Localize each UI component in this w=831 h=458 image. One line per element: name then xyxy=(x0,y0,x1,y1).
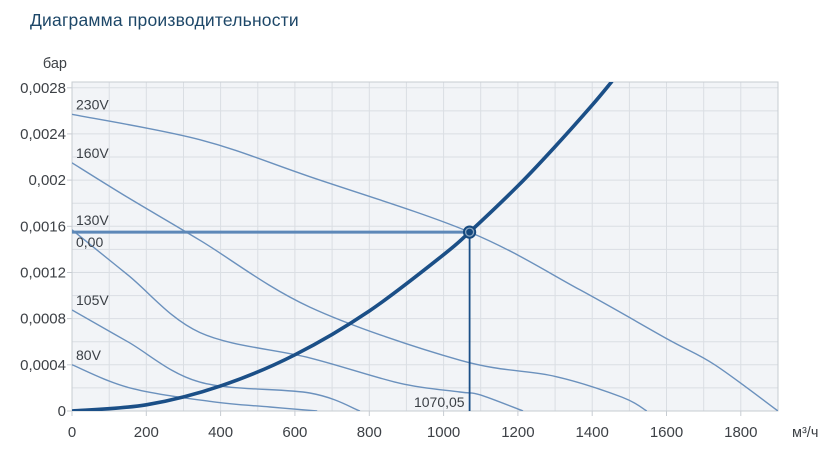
svg-text:0,0024: 0,0024 xyxy=(20,126,66,143)
x-axis-unit-label: м³/ч xyxy=(792,425,818,441)
svg-text:0,0012: 0,0012 xyxy=(20,265,66,282)
plot-area xyxy=(72,82,778,411)
svg-text:200: 200 xyxy=(134,424,159,441)
svg-text:400: 400 xyxy=(208,424,233,441)
curve-labels: 230V 160V 130V 105V 80V xyxy=(76,96,109,363)
svg-text:1400: 1400 xyxy=(576,424,609,441)
svg-text:1600: 1600 xyxy=(650,424,683,441)
svg-text:0,0028: 0,0028 xyxy=(20,80,66,97)
svg-text:800: 800 xyxy=(357,424,382,441)
fan-curve-105V xyxy=(72,309,361,411)
curve-label-160V: 160V xyxy=(76,145,109,161)
svg-text:0: 0 xyxy=(68,424,76,441)
svg-text:1000: 1000 xyxy=(427,424,460,441)
svg-text:0,0004: 0,0004 xyxy=(20,357,66,374)
page-title: Диаграмма производительности xyxy=(30,10,299,30)
fan-curve-80V xyxy=(72,364,318,411)
operating-pressure-value-label: 0,00 xyxy=(76,234,103,250)
svg-text:0,0016: 0,0016 xyxy=(20,218,66,235)
fan-curve-160V xyxy=(72,162,648,411)
tick-labels: 0 200 400 600 800 1000 1200 1400 1600 1800 0 0,0004… xyxy=(20,80,757,441)
curve-label-80V: 80V xyxy=(76,347,102,363)
operating-point-marker[interactable] xyxy=(463,225,477,239)
svg-text:0,0008: 0,0008 xyxy=(20,311,66,328)
gridlines xyxy=(72,82,778,411)
svg-text:1200: 1200 xyxy=(501,424,534,441)
curve-label-230V: 230V xyxy=(76,96,109,112)
svg-text:0: 0 xyxy=(58,403,66,420)
plot-border xyxy=(71,81,779,412)
y-axis-unit-label: бар xyxy=(43,56,67,72)
fan-curves xyxy=(72,113,778,411)
operating-flow-value-label: 1070,05 xyxy=(414,394,465,410)
curve-label-105V: 105V xyxy=(76,292,109,308)
svg-text:600: 600 xyxy=(282,424,307,441)
tick-marks xyxy=(67,87,742,416)
svg-text:0,002: 0,002 xyxy=(28,172,66,189)
svg-text:1800: 1800 xyxy=(724,424,757,441)
system-curve xyxy=(72,82,614,411)
curve-label-130V: 130V xyxy=(76,212,109,228)
fan-curve-230V xyxy=(72,113,778,411)
fan-curve-130V xyxy=(72,229,524,411)
